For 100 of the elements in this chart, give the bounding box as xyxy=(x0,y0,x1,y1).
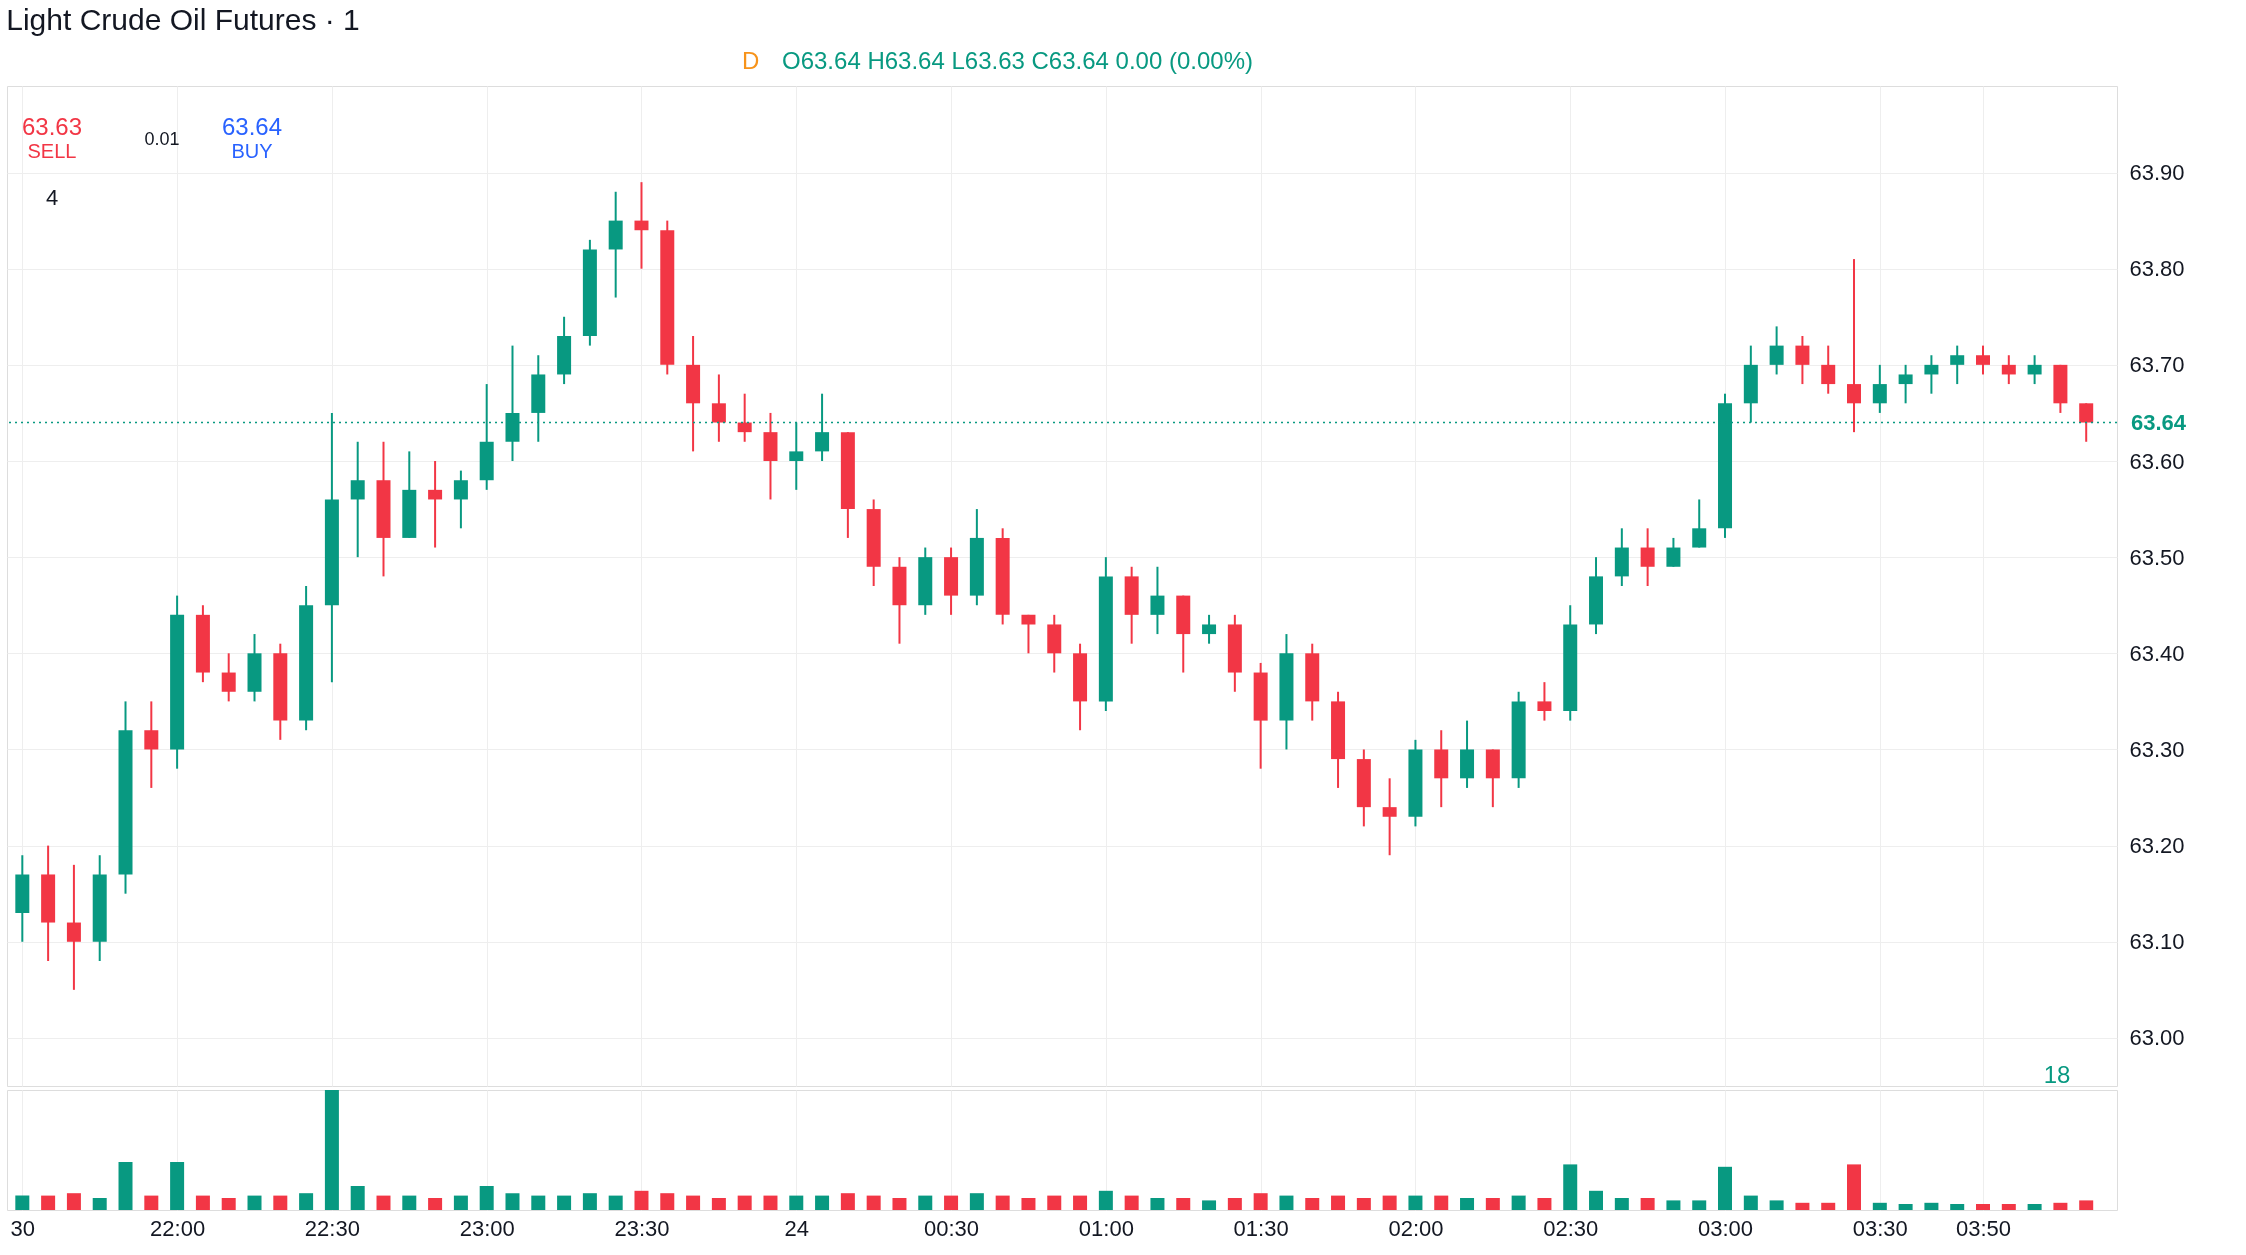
candlestick xyxy=(711,373,726,443)
candlestick xyxy=(1666,536,1681,568)
y-tick-label: 63.70 xyxy=(2129,352,2185,378)
annotation: SELL xyxy=(27,140,77,162)
bar xyxy=(608,1195,623,1210)
bar xyxy=(1950,1204,1965,1210)
bar xyxy=(1589,1190,1604,1210)
candlestick xyxy=(1924,354,1939,395)
bar xyxy=(789,1195,804,1210)
bar xyxy=(1253,1193,1268,1210)
bar xyxy=(763,1195,778,1210)
annotation: 63.63 xyxy=(21,113,83,140)
candlestick xyxy=(1692,498,1707,549)
bar xyxy=(376,1195,391,1210)
bar xyxy=(2027,1204,2042,1210)
bar xyxy=(1485,1198,1500,1210)
bar xyxy=(428,1198,443,1210)
x-tick-label: 02:30 xyxy=(1543,1215,1599,1241)
x-tick-label: 03:30 xyxy=(1852,1215,1908,1241)
x-tick-label: 01:30 xyxy=(1233,1215,1289,1241)
bar xyxy=(531,1195,546,1210)
bar xyxy=(453,1195,468,1210)
candlestick xyxy=(1202,613,1217,645)
y-tick-label: 63.60 xyxy=(2129,448,2185,474)
bar xyxy=(815,1195,830,1210)
bar xyxy=(918,1195,933,1210)
y-tick-label: 63.30 xyxy=(2129,736,2185,762)
annotation: 18 xyxy=(2043,1061,2071,1088)
chart-title: Light Crude Oil Futures · 1 xyxy=(6,3,360,36)
bar xyxy=(1073,1195,1088,1210)
annotation: 63.64 xyxy=(221,113,283,140)
bar xyxy=(1640,1198,1655,1210)
annotation: 0.01 xyxy=(144,129,180,149)
bar xyxy=(1847,1164,1862,1210)
candlestick xyxy=(1821,344,1836,395)
bar xyxy=(1124,1195,1139,1210)
bar xyxy=(995,1195,1010,1210)
x-tick-label: 24 xyxy=(784,1215,810,1241)
bar xyxy=(1511,1195,1526,1210)
candlestick xyxy=(1021,613,1036,655)
bar xyxy=(144,1195,159,1210)
bar xyxy=(1408,1195,1423,1210)
bar xyxy=(1047,1195,1062,1210)
bar xyxy=(1202,1200,1217,1210)
candlestick xyxy=(737,392,752,443)
x-tick-label: 00:30 xyxy=(924,1215,980,1241)
bar xyxy=(324,1090,339,1210)
y-tick-label: 63.80 xyxy=(2129,256,2185,282)
x-tick-label: 03:00 xyxy=(1697,1215,1754,1241)
bar xyxy=(557,1195,572,1210)
annotation: BUY xyxy=(231,140,273,162)
bar xyxy=(402,1195,417,1210)
bar xyxy=(1434,1195,1449,1210)
x-tick-label: 01:00 xyxy=(1078,1215,1134,1241)
bar xyxy=(273,1195,288,1210)
candlestick xyxy=(1872,363,1887,414)
bar xyxy=(1279,1195,1294,1210)
text: D xyxy=(742,47,760,74)
x-tick-label: 23:30 xyxy=(614,1215,670,1241)
candlestick xyxy=(1150,565,1165,636)
bar xyxy=(1098,1190,1113,1210)
bar xyxy=(1021,1198,1036,1210)
bar xyxy=(1227,1198,1242,1210)
candlestick xyxy=(1769,325,1784,376)
y-tick-label: 63.90 xyxy=(2129,160,2185,186)
candlestick xyxy=(350,440,365,559)
candlestick xyxy=(1795,335,1810,386)
bar xyxy=(1356,1198,1371,1210)
bar xyxy=(350,1186,365,1210)
bar xyxy=(1718,1166,1733,1210)
bar xyxy=(479,1186,494,1210)
x-tick-label: 02:00 xyxy=(1388,1215,1444,1241)
y-tick-label: 63.50 xyxy=(2129,544,2185,570)
bar xyxy=(1821,1202,1836,1210)
bar xyxy=(1924,1202,1939,1210)
bar xyxy=(170,1162,185,1210)
bar xyxy=(634,1190,649,1210)
y-tick-label: 63.10 xyxy=(2129,929,2185,955)
annotation: 4 xyxy=(45,185,59,210)
bar xyxy=(1795,1202,1810,1210)
bar xyxy=(1460,1198,1475,1210)
bar xyxy=(1666,1200,1681,1210)
bar xyxy=(66,1193,81,1210)
candlestick xyxy=(2027,354,2042,386)
bar xyxy=(1537,1198,1552,1210)
candlestick xyxy=(1950,344,1965,386)
bar xyxy=(1614,1198,1629,1210)
bar xyxy=(118,1162,133,1210)
bar xyxy=(1382,1195,1397,1210)
ref-line-label: 63.64 xyxy=(2131,409,2187,435)
bar xyxy=(2079,1200,2094,1210)
candlestick xyxy=(634,181,649,270)
bar xyxy=(1769,1200,1784,1210)
bar xyxy=(41,1195,56,1210)
bar xyxy=(1898,1204,1913,1210)
y-tick-label: 63.20 xyxy=(2129,833,2185,859)
bar xyxy=(686,1195,701,1210)
bar xyxy=(195,1195,210,1210)
candlestick xyxy=(1976,344,1991,376)
bar xyxy=(1976,1204,1991,1210)
